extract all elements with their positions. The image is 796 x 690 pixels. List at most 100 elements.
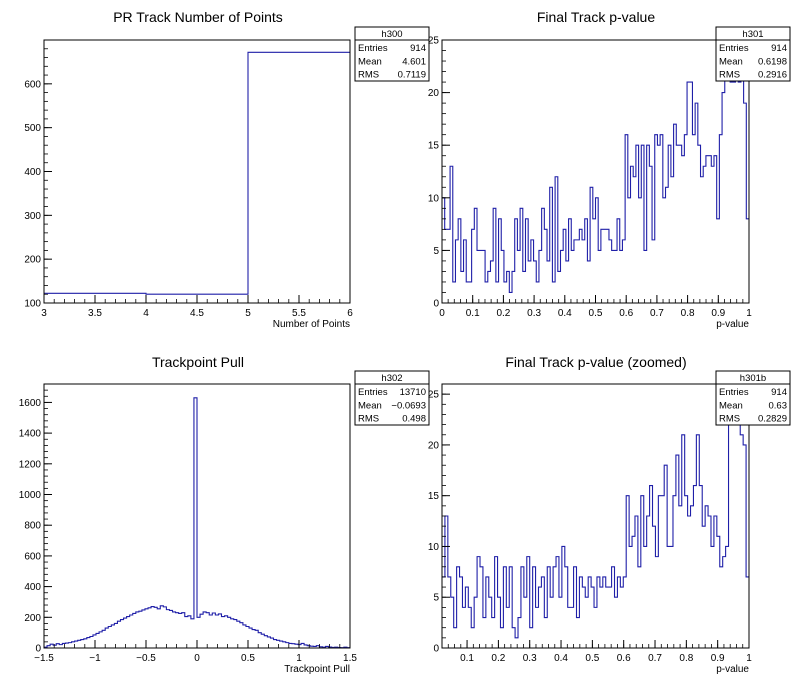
histogram-bin <box>136 612 139 648</box>
stats-label: RMS <box>719 414 740 425</box>
histogram-bin <box>524 597 527 648</box>
histogram-bin <box>477 250 480 303</box>
histogram-bin <box>246 627 249 648</box>
histogram-bin <box>212 613 215 648</box>
stats-label: Mean <box>358 56 382 67</box>
stats-label: Entries <box>719 43 749 54</box>
histogram-bin <box>249 628 252 648</box>
histogram-bin <box>447 229 450 303</box>
histogram-bin <box>684 135 687 303</box>
histogram-bin <box>221 617 224 648</box>
x-tick-label: 0.6 <box>617 653 631 664</box>
y-tick-label: 1200 <box>19 459 42 470</box>
histogram-bin <box>231 619 234 648</box>
y-tick-label: 400 <box>24 582 41 593</box>
histogram-bin <box>711 166 714 303</box>
histogram-outline <box>442 49 749 294</box>
histogram-bin <box>130 615 133 648</box>
x-tick-label: 0.7 <box>648 653 662 664</box>
x-axis-label: Trackpoint Pull <box>284 664 350 675</box>
y-tick-label: 100 <box>24 299 41 310</box>
x-tick-label: 0.1 <box>466 308 480 319</box>
histogram-bin <box>157 609 160 648</box>
histogram-bin <box>701 177 704 303</box>
x-tick-label: 6 <box>347 308 353 319</box>
histogram-bin <box>500 628 503 648</box>
histogram-bin <box>685 496 688 648</box>
histogram-bin <box>571 250 574 303</box>
histogram-bin <box>691 506 694 648</box>
stats-box-name: h301b <box>740 373 766 384</box>
y-tick-label: 1600 <box>19 398 42 409</box>
histogram-bin <box>517 250 520 303</box>
y-tick-label: 1000 <box>19 490 42 501</box>
histogram-bin <box>243 625 246 648</box>
histogram-bin <box>726 546 729 648</box>
y-tick-label: 25 <box>428 390 440 401</box>
histogram-bin <box>709 156 712 303</box>
histogram-bin <box>218 614 221 648</box>
stats-label: Entries <box>719 387 749 398</box>
histogram-bin <box>612 250 615 303</box>
histogram-bin <box>506 607 509 648</box>
histogram-bin <box>188 616 191 648</box>
y-tick-label: 800 <box>24 521 41 532</box>
x-tick-label: 0.2 <box>491 653 505 664</box>
histogram-bin <box>727 51 730 303</box>
histogram-bin <box>267 637 270 648</box>
histogram-outline <box>442 393 749 639</box>
histogram-bin <box>615 597 618 648</box>
histogram-bin <box>639 198 642 303</box>
x-axis: 0 0.1 0.2 0.3 0.4 0.5 0.6 0.7 0.8 0.9 1 <box>439 295 752 319</box>
histogram-bin <box>638 567 641 648</box>
histogram-bin <box>606 587 609 648</box>
histogram-bin <box>182 613 185 648</box>
x-tick-label: 0.6 <box>619 308 633 319</box>
y-tick-label: 1400 <box>19 429 42 440</box>
y-tick-label: 600 <box>24 551 41 562</box>
histogram-bin <box>200 614 203 648</box>
x-tick-label: −1 <box>89 653 101 664</box>
histogram-bin <box>252 630 255 648</box>
histogram-bin <box>568 607 571 648</box>
y-tick-label: 15 <box>428 491 440 502</box>
histogram-bin <box>594 607 597 648</box>
chart-title: PR Track Number of Points <box>113 9 283 25</box>
x-tick-label: 4.5 <box>190 308 204 319</box>
histogram-bin <box>655 557 658 648</box>
x-tick-label: 0.5 <box>241 653 255 664</box>
stats-label: Entries <box>358 43 388 54</box>
histogram-bin <box>90 636 93 648</box>
y-tick-label: 10 <box>428 542 440 553</box>
histogram-bin <box>730 82 733 303</box>
y-tick-label: 500 <box>24 123 41 134</box>
stats-box-frame <box>715 26 791 82</box>
histogram-bin <box>145 609 148 648</box>
stats-value: 13710 <box>400 387 426 398</box>
histogram-bin <box>124 618 127 648</box>
stats-label: Entries <box>358 387 388 398</box>
histogram-bin <box>528 261 531 303</box>
y-tick-label: 5 <box>433 593 439 604</box>
histogram-bin <box>105 628 108 648</box>
histogram-bin <box>84 639 87 648</box>
histogram-bin <box>670 546 673 648</box>
histogram-bin <box>582 240 585 303</box>
histogram-bin <box>480 250 483 303</box>
x-tick-label: 0.5 <box>585 653 599 664</box>
histogram-bin <box>576 618 579 648</box>
histogram-bin <box>600 587 603 648</box>
histogram-bin <box>661 496 664 648</box>
stats-value: 0.7119 <box>398 70 426 81</box>
x-tick-label: 5.5 <box>292 308 306 319</box>
histogram-bin <box>736 51 739 303</box>
histogram-panel-2: Final Track p-value 0 0.1 0.2 0.3 0.4 0.5 0.6 0.… <box>428 9 791 330</box>
histogram-bin <box>702 526 705 648</box>
x-axis-label: p-value <box>716 664 749 675</box>
x-tick-label: 0 <box>439 308 445 319</box>
histogram-bin <box>614 250 617 303</box>
x-tick-label: 0.3 <box>527 308 541 319</box>
histogram-bin <box>566 261 569 303</box>
histogram-bin <box>720 567 723 648</box>
